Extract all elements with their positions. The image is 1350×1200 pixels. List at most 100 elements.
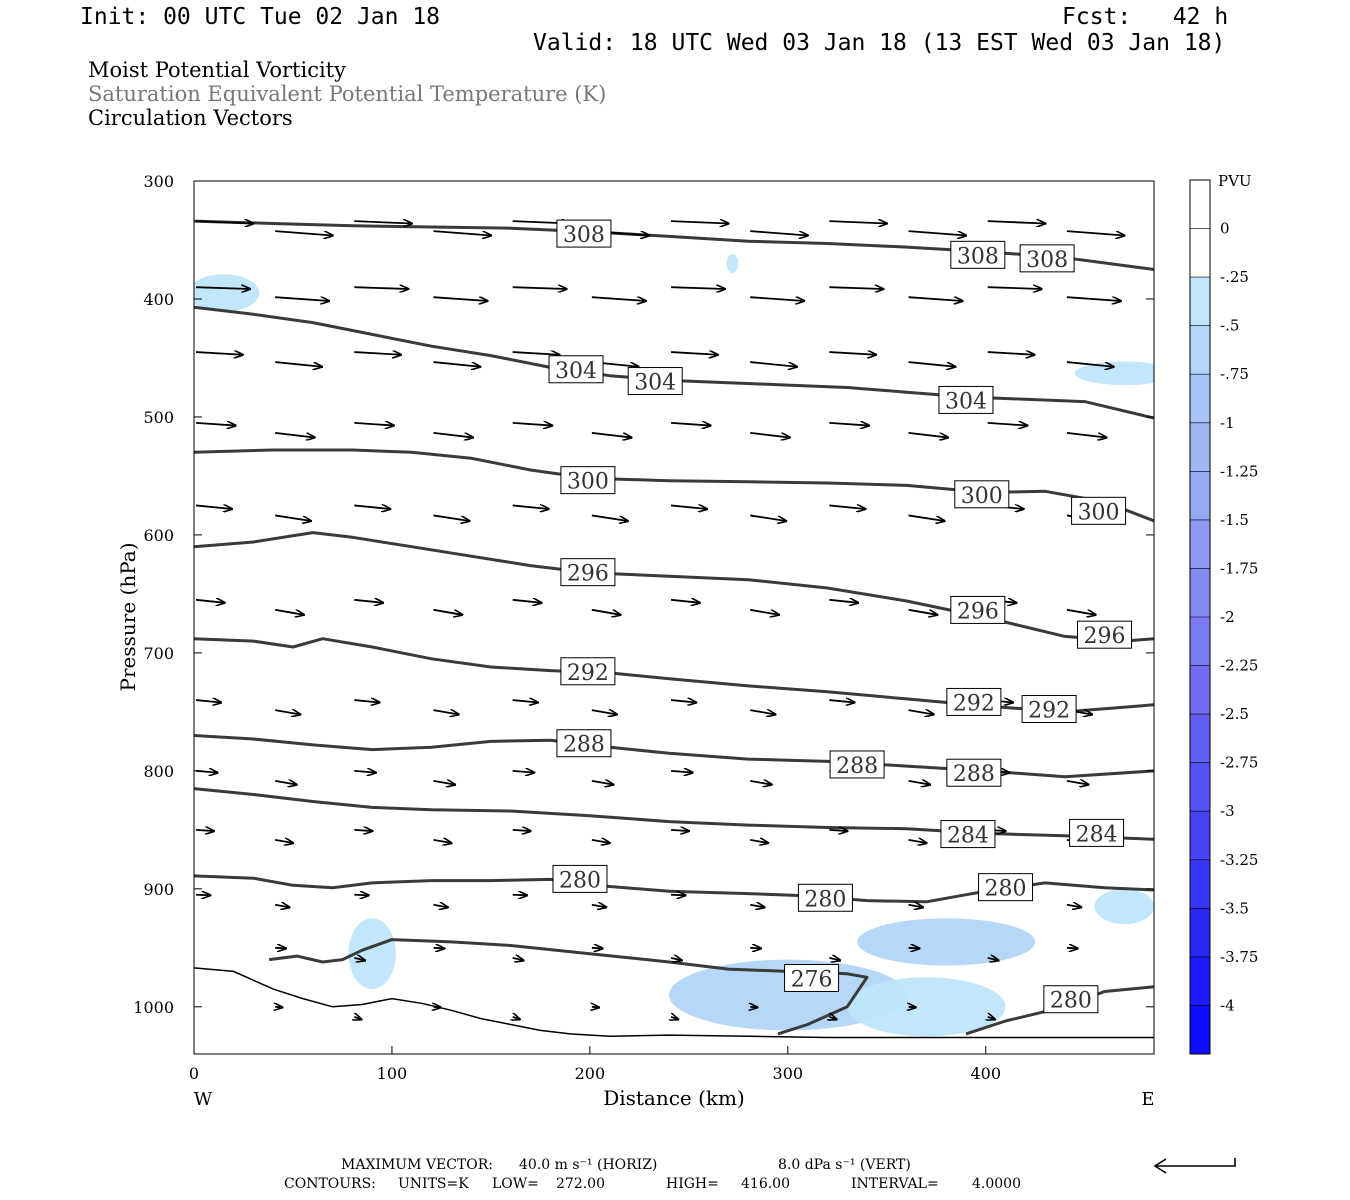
circulation-vector	[750, 361, 797, 367]
colorbar-swatch	[1190, 859, 1210, 909]
contour-label-box	[940, 820, 996, 849]
colorbar-swatch	[1190, 422, 1210, 472]
contour-label: 280	[804, 887, 846, 912]
circulation-vector	[354, 895, 368, 896]
colorbar-swatch	[1190, 811, 1210, 861]
circulation-vector	[433, 296, 488, 301]
circulation-vector	[591, 840, 610, 843]
colorbar-unit: PVU	[1218, 172, 1252, 190]
circulation-vector	[195, 505, 232, 509]
contour-label: 288	[836, 754, 878, 779]
contour-label: 300	[567, 470, 609, 495]
terrain-profile	[194, 967, 1154, 1039]
contours-high-label: HIGH=	[666, 1176, 719, 1192]
circulation-vector	[829, 1017, 836, 1020]
contour-label-box	[556, 219, 612, 248]
circulation-vector	[354, 423, 394, 426]
contour-label: 308	[957, 244, 999, 269]
circulation-vector	[1066, 608, 1096, 615]
circulation-vector	[908, 514, 945, 521]
circulation-vector	[433, 710, 459, 714]
circulation-vector	[1066, 948, 1078, 949]
max-vector-horiz: 40.0 m s⁻¹ (HORIZ)	[519, 1157, 658, 1173]
colorbar-swatch	[1190, 325, 1210, 375]
y-tick-label: 500	[143, 408, 174, 427]
west-label: W	[194, 1089, 213, 1110]
circulation-vector	[591, 431, 632, 438]
contours-label: CONTOURS:	[284, 1176, 376, 1192]
colorbar-swatch	[1190, 908, 1210, 958]
circulation-vector	[512, 505, 549, 509]
circulation-vector	[354, 600, 383, 603]
contour-label: 308	[563, 223, 605, 248]
circulation-vector	[434, 1007, 441, 1008]
x-tick-label: 400	[970, 1064, 1001, 1083]
y-tick-label: 700	[143, 644, 174, 663]
mpv-blob-4	[1094, 888, 1154, 925]
contour-label: 284	[947, 824, 989, 849]
colorbar-swatch	[1190, 228, 1210, 278]
valid-time: Valid: 18 UTC Wed 03 Jan 18 (13 EST Wed …	[533, 30, 1226, 56]
contour-label: 288	[953, 762, 995, 787]
circulation-vector	[987, 423, 1028, 426]
contour-label: 276	[791, 967, 833, 992]
x-tick-label: 300	[773, 1064, 804, 1083]
circulation-vector	[750, 710, 775, 714]
y-tick-label: 600	[143, 526, 174, 545]
title-mpv: Moist Potential Vorticity	[88, 58, 346, 82]
contour-label: 296	[957, 599, 999, 624]
circulation-vector	[829, 287, 883, 289]
circulation-vector	[354, 830, 372, 831]
circulation-vector	[670, 221, 729, 223]
circulation-vector	[195, 423, 236, 426]
mpv-blob-0	[348, 918, 396, 990]
colorbar-swatch	[1190, 956, 1210, 1006]
contour-label-box	[784, 963, 840, 992]
colorbar-label: -1	[1220, 414, 1235, 432]
circulation-vectors	[195, 221, 1125, 1020]
colorbar-label: -1.75	[1220, 559, 1258, 577]
circulation-vector	[274, 840, 293, 843]
circulation-vector	[275, 296, 329, 301]
circulation-vector	[908, 361, 956, 367]
circulation-vector	[987, 352, 1035, 355]
contour-label: 280	[559, 868, 601, 893]
contours-high-value: 416.00	[741, 1176, 790, 1192]
east-label: E	[1141, 1089, 1154, 1110]
mpv-blob-6	[1074, 361, 1154, 386]
contour-label-box	[1077, 620, 1133, 649]
contour-label-box	[560, 558, 616, 587]
circulation-vector	[829, 221, 887, 223]
contour-label: 304	[555, 359, 597, 384]
contour-label: 292	[1028, 699, 1070, 724]
circulation-vector	[829, 423, 869, 426]
colorbar-label: -.25	[1220, 268, 1249, 286]
contour-label: 296	[1084, 624, 1126, 649]
circulation-vector	[750, 905, 764, 908]
circulation-vector	[670, 600, 700, 603]
circulation-vector	[908, 905, 923, 908]
circulation-vector	[433, 840, 452, 843]
contour-label: 292	[953, 691, 995, 716]
colorbar-label: -.75	[1220, 365, 1249, 383]
circulation-vector	[433, 431, 474, 438]
colorbar-swatch	[1190, 471, 1210, 521]
circulation-vector	[591, 608, 621, 615]
circulation-vector	[1066, 296, 1121, 301]
title-vectors: Circulation Vectors	[88, 106, 293, 130]
colorbar-swatch	[1190, 568, 1210, 618]
colorbar-label: -3.75	[1220, 948, 1258, 966]
circulation-vector	[750, 608, 779, 615]
colorbar-label: -4	[1220, 996, 1235, 1014]
contour-label-box	[946, 758, 1002, 787]
circulation-vector	[512, 700, 538, 702]
circulation-vector	[670, 771, 693, 773]
circulation-vector	[275, 608, 304, 615]
circulation-vector	[671, 1017, 678, 1020]
circulation-vector	[433, 781, 456, 785]
circulation-vector	[592, 1007, 599, 1008]
circulation-vector	[195, 830, 214, 831]
circulation-vector	[354, 771, 376, 773]
circulation-vector	[433, 905, 448, 908]
contour-296-3	[194, 531, 1154, 643]
